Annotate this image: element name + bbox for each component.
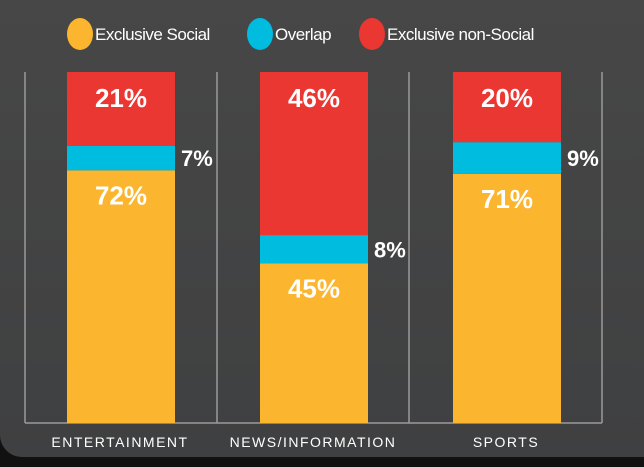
data-label: 7%	[181, 146, 213, 171]
legend-label-2: Exclusive non-Social	[387, 25, 534, 44]
bar-segment-2-1	[260, 72, 368, 236]
data-label: 9%	[567, 146, 599, 171]
bar-segment-2-2	[453, 72, 561, 143]
data-label: 20%	[481, 83, 533, 113]
bar-segment-0-0	[67, 170, 175, 423]
category-label: ENTERTAINMENT	[51, 434, 188, 450]
legend-label-0: Exclusive Social	[95, 25, 210, 44]
legend-swatch-2	[359, 18, 385, 50]
bar-segment-2-0	[67, 72, 175, 146]
data-label: 72%	[95, 180, 147, 210]
data-label: 8%	[374, 237, 406, 262]
data-label: 46%	[288, 83, 340, 113]
data-label: 21%	[95, 83, 147, 113]
bar-segment-0-2	[453, 173, 561, 423]
data-label: 45%	[288, 273, 340, 303]
legend-swatch-1	[247, 18, 273, 50]
legend-label-1: Overlap	[275, 25, 331, 44]
bar-segment-1-0	[67, 145, 175, 171]
data-label: 71%	[481, 184, 533, 214]
category-label: NEWS/INFORMATION	[230, 434, 397, 450]
bar-segment-1-2	[453, 142, 561, 174]
bar-segment-1-1	[260, 235, 368, 264]
legend-swatch-0	[67, 18, 93, 50]
category-label: SPORTS	[473, 434, 539, 450]
bar-segment-0-1	[260, 263, 368, 423]
